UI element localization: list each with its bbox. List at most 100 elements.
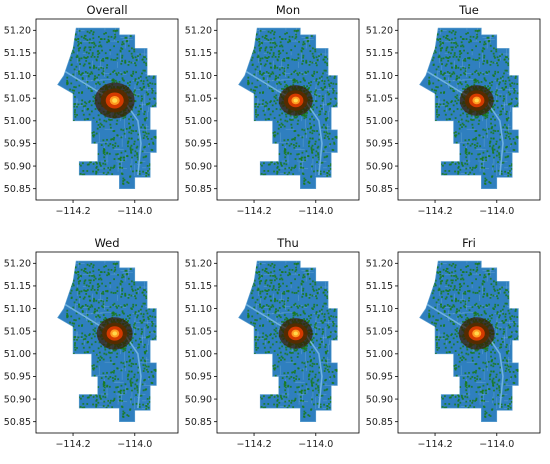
density-cell (89, 38, 91, 41)
density-cell (72, 352, 75, 355)
density-cell (96, 50, 99, 53)
density-cell (288, 171, 291, 174)
density-cell (115, 356, 118, 358)
density-cell (460, 52, 463, 55)
density-cell (75, 79, 78, 82)
density-cell (84, 71, 87, 73)
density-cell (100, 59, 103, 62)
density-cell (107, 399, 110, 402)
density-cell (117, 390, 120, 393)
density-cell (445, 63, 448, 66)
density-cell (320, 75, 323, 78)
density-cell (326, 172, 329, 175)
density-cell (77, 271, 79, 273)
density-cell (441, 63, 443, 65)
density-cell (464, 58, 467, 60)
density-cell (438, 54, 441, 57)
density-cell (491, 175, 494, 178)
density-cell (133, 90, 136, 93)
density-cell (269, 113, 272, 116)
density-cell (83, 296, 86, 299)
density-cell (87, 87, 90, 90)
density-cell (480, 163, 483, 165)
density-cell (507, 174, 510, 177)
density-cell (121, 173, 124, 176)
density-cell (265, 46, 268, 49)
density-cell (504, 131, 507, 133)
density-cell (74, 113, 76, 116)
density-cell (85, 290, 88, 293)
density-cell (501, 87, 504, 89)
density-cell (492, 151, 494, 154)
panel-overall: Overall51.2051.1551.1051.0551.0050.9550.… (4, 3, 179, 217)
density-cell (458, 50, 461, 53)
density-cell (103, 167, 106, 170)
density-cell (270, 48, 273, 51)
density-cell (153, 75, 155, 78)
density-cell (509, 170, 511, 172)
density-cell (509, 83, 512, 86)
density-cell (295, 58, 298, 61)
density-cell (491, 147, 494, 150)
density-cell (128, 293, 131, 296)
density-cell (329, 74, 332, 77)
density-cell (311, 105, 314, 108)
density-cell (450, 31, 453, 34)
density-cell (114, 79, 117, 82)
density-cell (283, 67, 286, 70)
density-cell (452, 104, 455, 107)
density-cell (287, 76, 290, 79)
density-cell (78, 91, 80, 94)
density-cell (112, 130, 115, 133)
density-cell (116, 153, 119, 156)
density-cell (477, 72, 480, 75)
density-cell (90, 323, 93, 325)
density-cell (151, 324, 154, 327)
density-cell (468, 41, 470, 44)
density-cell (307, 142, 310, 145)
density-cell (92, 274, 95, 277)
density-cell (131, 148, 134, 151)
density-cell (325, 118, 328, 121)
density-cell (94, 94, 97, 97)
density-cell (80, 73, 82, 76)
density-cell (441, 172, 444, 175)
density-cell (319, 104, 322, 107)
density-cell (495, 154, 498, 157)
density-cell (473, 138, 476, 140)
density-cell (141, 88, 144, 91)
density-cell (456, 94, 459, 97)
density-cell (134, 79, 137, 82)
density-cell (97, 401, 100, 404)
density-cell (285, 83, 288, 86)
density-cell (83, 280, 86, 283)
density-cell (290, 143, 293, 145)
density-cell (313, 124, 316, 127)
y-tick-label: 51.20 (185, 26, 212, 37)
density-cell (259, 163, 262, 166)
density-cell (323, 56, 326, 58)
density-cell (92, 41, 95, 44)
density-cell (300, 159, 303, 162)
density-cell (88, 31, 91, 34)
density-cell (267, 108, 270, 111)
density-cell (474, 29, 477, 32)
density-cell (70, 63, 73, 66)
density-cell (103, 153, 106, 156)
density-cell (83, 56, 86, 59)
density-cell (96, 309, 99, 312)
density-cell (319, 170, 322, 173)
density-cell (318, 95, 321, 98)
density-cell (300, 50, 303, 53)
density-cell (148, 74, 151, 77)
density-cell (123, 79, 125, 82)
density-cell (84, 334, 86, 337)
density-cell (140, 126, 143, 129)
density-cell (461, 44, 464, 47)
density-cell (262, 99, 265, 102)
density-cell (127, 145, 129, 148)
density-cell (81, 109, 84, 112)
density-cell (87, 75, 90, 78)
density-cell (74, 86, 77, 89)
density-cell (492, 115, 494, 118)
